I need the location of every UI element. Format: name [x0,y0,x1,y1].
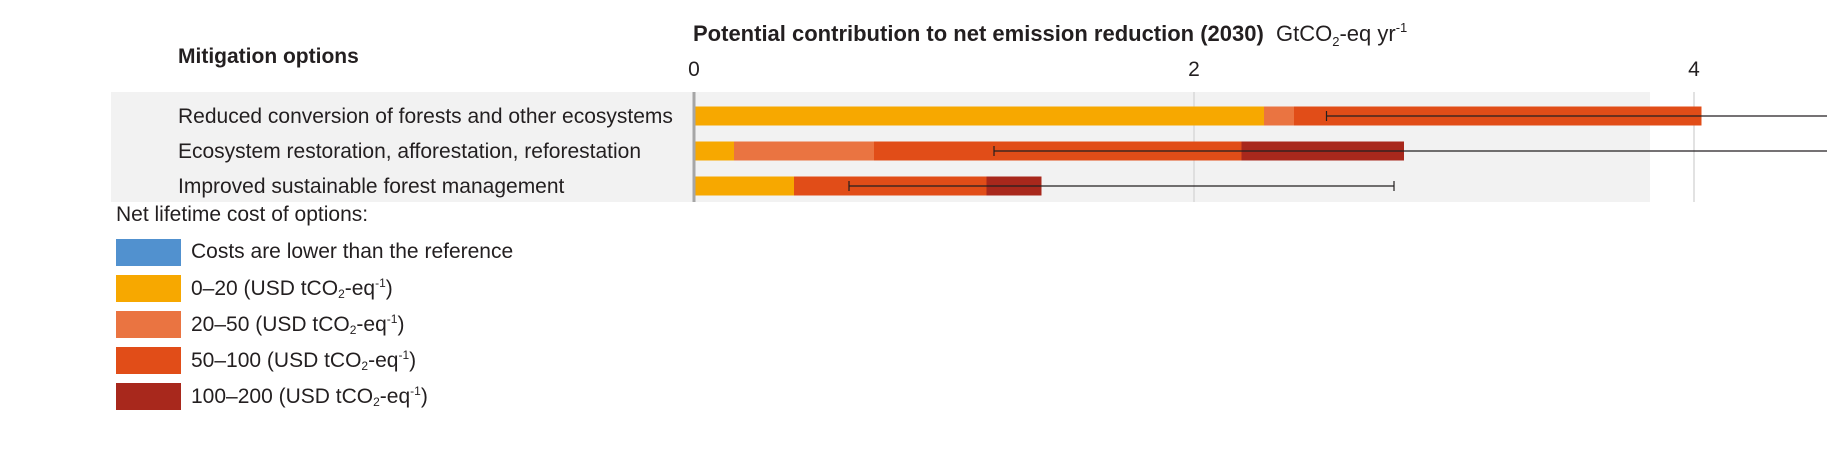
legend: Net lifetime cost of options: Costs are … [116,203,513,417]
error-bars [848,111,1827,191]
bar-segment [734,141,874,161]
chart-title: Potential contribution to net emission r… [693,20,1407,49]
category-labels: Reduced conversion of forests and other … [178,105,673,198]
legend-swatch [116,238,181,266]
legend-swatch [116,382,181,410]
category-label: Improved sustainable forest management [178,175,565,198]
legend-label: Costs are lower than the reference [191,240,514,263]
legend-label: 20–50 (USD tCO2-eq-1) [191,311,405,337]
category-label: Ecosystem restoration, afforestation, re… [178,140,641,163]
legend-label: 100–200 (USD tCO2-eq-1) [191,383,428,409]
legend-item: 50–100 (USD tCO2-eq-1) [116,345,513,375]
x-tick-label: 0 [688,58,700,81]
x-axis-ticks: 0246 [688,58,1700,81]
bar-segment [694,106,1264,126]
legend-item: 20–50 (USD tCO2-eq-1) [116,309,513,339]
category-header: Mitigation options [178,45,359,68]
category-label: Reduced conversion of forests and other … [178,105,673,128]
legend-item: 0–20 (USD tCO2-eq-1) [116,273,513,303]
legend-label: 50–100 (USD tCO2-eq-1) [191,347,417,373]
legend-item: 100–200 (USD tCO2-eq-1) [116,381,513,411]
bar-segment [694,141,734,161]
legend-title: Net lifetime cost of options: [116,203,369,226]
legend-items: Costs are lower than the reference 0–20 (… [116,237,513,411]
legend-item: Costs are lower than the reference [116,237,513,267]
x-tick-label: 2 [1188,58,1200,81]
legend-swatch [116,346,181,374]
bar-segment [694,176,794,196]
legend-swatch [116,274,181,302]
legend-label: 0–20 (USD tCO2-eq-1) [191,275,393,301]
bar-segment [1264,106,1294,126]
legend-swatch [116,310,181,338]
x-tick-label: 4 [1688,58,1700,81]
